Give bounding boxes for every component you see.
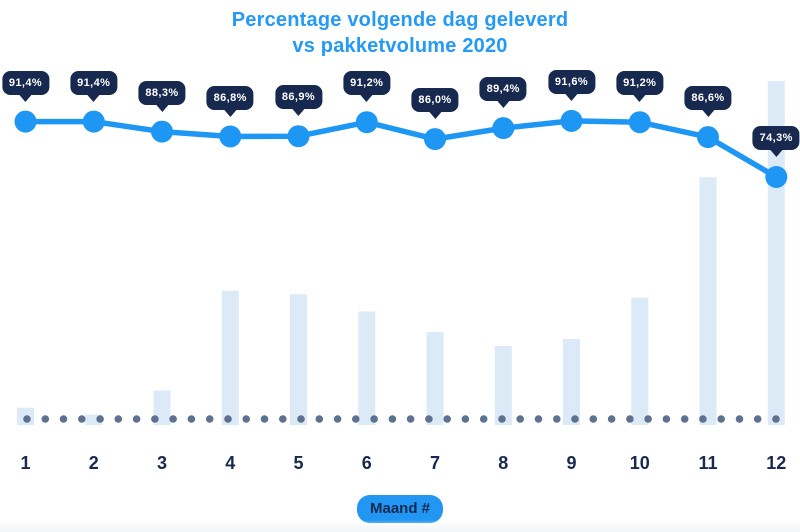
x-tick-month-7: 7 <box>430 453 440 473</box>
baseline-dot <box>370 415 378 423</box>
baseline-dot <box>151 415 159 423</box>
chart-title-line2: vs pakketvolume 2020 <box>292 35 508 57</box>
baseline-dot <box>41 415 50 423</box>
data-point-month-3 <box>151 120 173 143</box>
volume-bar-month-4 <box>221 290 239 425</box>
baseline-dot <box>242 415 250 423</box>
baseline-dot <box>772 415 780 423</box>
x-tick-month-12: 12 <box>766 453 786 473</box>
x-tick-month-9: 9 <box>566 453 576 473</box>
baseline-dot <box>516 415 524 423</box>
volume-bar-month-10 <box>631 297 649 425</box>
x-axis-label: Maand # <box>356 495 444 523</box>
baseline-dot <box>352 415 360 423</box>
data-point-month-9 <box>560 109 583 132</box>
x-tick-month-4: 4 <box>225 453 235 473</box>
volume-bar-month-3 <box>153 390 171 425</box>
data-point-month-8 <box>492 117 515 140</box>
chart-title-line1: Percentage volgende dag geleverd <box>231 9 569 31</box>
x-tick-month-10: 10 <box>630 453 650 473</box>
baseline-dot <box>607 415 616 423</box>
baseline-dot <box>297 415 305 423</box>
data-point-month-7 <box>424 128 446 151</box>
baseline-dot <box>644 415 652 423</box>
volume-bar-month-12 <box>767 81 785 425</box>
baseline-dot <box>571 415 579 423</box>
data-point-month-4 <box>219 125 242 148</box>
volume-bar-month-9 <box>563 339 580 425</box>
data-point-month-6 <box>355 111 378 134</box>
x-tick-month-3: 3 <box>157 453 167 473</box>
baseline-dot <box>553 415 561 423</box>
baseline-dot <box>699 415 707 423</box>
baseline-dot <box>534 415 543 423</box>
x-tick-month-2: 2 <box>89 453 99 473</box>
baseline-dot <box>717 415 725 423</box>
x-tick-month-8: 8 <box>498 453 508 473</box>
baseline-dot <box>23 415 31 423</box>
chart-title: Percentage volgende dag geleverd vs pakk… <box>0 7 800 59</box>
baseline-dot <box>388 415 397 423</box>
baseline-dot <box>132 415 141 423</box>
baseline-dot <box>224 415 232 423</box>
baseline-dot <box>425 415 433 423</box>
volume-bar-month-5 <box>290 294 307 425</box>
delivery-percentage-line <box>22 118 780 180</box>
baseline-dot <box>333 415 342 423</box>
baseline-dot <box>187 415 196 423</box>
x-tick-month-11: 11 <box>698 453 717 473</box>
baseline-dot <box>114 415 123 423</box>
baseline-dot <box>626 415 634 423</box>
data-point-month-11 <box>697 126 719 149</box>
x-tick-month-5: 5 <box>293 453 303 473</box>
data-point-month-5 <box>287 125 310 148</box>
baseline-dot <box>78 415 86 423</box>
baseline-dot <box>205 415 214 423</box>
baseline-dot <box>59 415 68 423</box>
baseline-dot <box>260 415 269 423</box>
baseline-dot <box>279 415 287 423</box>
baseline-dot <box>461 415 470 423</box>
volume-bar-month-6 <box>358 311 376 425</box>
baseline-dot <box>753 415 762 423</box>
data-point-month-12 <box>765 166 788 188</box>
baseline-dot <box>589 415 598 423</box>
x-tick-month-1: 1 <box>20 453 30 473</box>
baseline-dot <box>662 415 671 423</box>
bottom-edge <box>0 520 800 532</box>
baseline-dot <box>443 415 452 423</box>
baseline-dot <box>169 415 177 423</box>
baseline-dot <box>498 415 506 423</box>
volume-bar-month-11 <box>699 177 717 425</box>
baseline-dot <box>735 415 744 423</box>
baseline-dot <box>315 415 324 423</box>
x-tick-month-6: 6 <box>362 453 372 473</box>
volume-bar-month-8 <box>494 345 512 425</box>
data-point-month-10 <box>628 111 651 134</box>
data-point-month-2 <box>82 110 105 133</box>
data-point-month-1 <box>14 110 37 133</box>
baseline-dot <box>96 415 104 423</box>
baseline-dot <box>680 415 689 423</box>
volume-bar-month-2 <box>85 414 103 425</box>
baseline-dot <box>406 415 415 423</box>
baseline-dot <box>479 415 488 423</box>
volume-bar-month-7 <box>426 332 444 425</box>
